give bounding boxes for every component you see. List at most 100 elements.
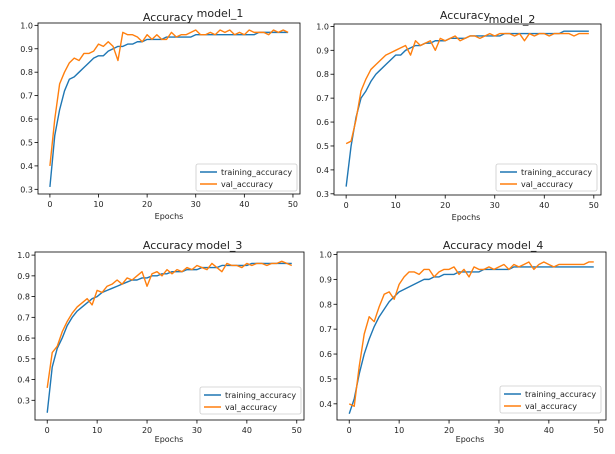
series-line-val	[345, 32, 589, 145]
legend-box	[499, 385, 602, 414]
y-tick-label: 0.8	[319, 300, 332, 309]
y-tick-label: 0.5	[20, 138, 33, 147]
y-tick-label: 0.4	[20, 162, 33, 171]
model-label: model_4	[497, 239, 544, 252]
y-tick-label: 1.0	[316, 22, 329, 31]
y-tick-label: 0.6	[316, 118, 329, 127]
legend-box	[495, 163, 598, 192]
y-tick-label: 0.3	[316, 190, 329, 199]
plot-area: 0 10 20 30 40 50 0.3 0.4 0.5 0.6 0.7 0.8 0.9 1.0	[20, 21, 298, 209]
legend-label-training: training_accuracy	[525, 390, 596, 399]
y-tick-label: 0.6	[20, 115, 33, 124]
y-tick-label: 0.7	[319, 325, 332, 334]
chart-title: Accuracy	[440, 9, 491, 22]
y-tick-label: 0.6	[319, 350, 332, 359]
x-tick-label: 20	[142, 426, 152, 435]
x-axis-label: Epochs	[155, 435, 184, 444]
y-tick-label: 0.8	[20, 68, 33, 77]
plot-frame	[37, 22, 301, 195]
y-tick-label: 0.9	[17, 272, 30, 281]
panel-model-2: Accuracy model_2 0 10 20 30 40 50 0.3 0.4 0.5 0.6…	[316, 9, 602, 222]
x-tick-label: 50	[589, 201, 599, 210]
series-line-training	[345, 30, 589, 187]
y-tick-label: 0.5	[316, 142, 329, 151]
legend-label-val: val_accuracy	[525, 402, 577, 411]
y-tick-label: 0.9	[316, 46, 329, 55]
legend-box	[195, 163, 298, 192]
x-tick-label: 40	[544, 426, 554, 435]
plot-frame	[34, 251, 305, 421]
chart-title: Accuracy	[143, 11, 194, 24]
y-tick-label: 1.0	[20, 21, 33, 30]
chart-title: Accuracy	[143, 239, 194, 252]
chart-title: Accuracy	[443, 239, 494, 252]
y-tick-label: 0.9	[319, 275, 332, 284]
y-tick-label: 0.3	[20, 185, 33, 194]
panel-model-1: Accuracy model_1 0 10 20 30 40 50 0.3 0.4 0.5 0.6…	[20, 7, 301, 221]
y-tick-label: 0.9	[20, 45, 33, 54]
plot-area: 0 10 20 30 40 50 0.4 0.5 0.6 0.7 0.8 0.9 1.0	[319, 250, 604, 435]
x-tick-label: 20	[444, 426, 454, 435]
legend: training_accuracy val_accuracy	[199, 386, 302, 415]
y-tick-label: 0.3	[17, 396, 30, 405]
x-tick-label: 50	[292, 426, 302, 435]
x-tick-label: 40	[539, 201, 549, 210]
x-tick-label: 10	[391, 201, 401, 210]
y-tick-label: 0.8	[17, 293, 30, 302]
y-tick-label: 1.0	[17, 251, 30, 260]
model-label: model_1	[197, 7, 244, 20]
y-tick-label: 0.8	[316, 70, 329, 79]
y-tick-label: 0.7	[20, 92, 33, 101]
series-line-val	[46, 260, 293, 388]
plot-area: 0 10 20 30 40 50 0.3 0.4 0.5 0.6 0.7 0.8 0.9 1.0	[17, 251, 302, 435]
x-axis-label: Epochs	[155, 212, 184, 221]
plot-area: 0 10 20 30 40 50 0.3 0.4 0.5 0.6 0.7 0.8 0.9 1.0	[316, 22, 599, 210]
x-tick-label: 50	[594, 426, 604, 435]
legend-label-training: training_accuracy	[221, 168, 292, 177]
legend: training_accuracy val_accuracy	[495, 163, 598, 192]
y-tick-label: 0.4	[319, 400, 332, 409]
legend: training_accuracy val_accuracy	[499, 385, 602, 414]
legend-box	[199, 386, 302, 415]
x-tick-label: 40	[242, 426, 252, 435]
legend-label-training: training_accuracy	[521, 168, 592, 177]
y-tick-label: 1.0	[319, 250, 332, 259]
legend-label-val: val_accuracy	[225, 403, 277, 412]
x-tick-label: 0	[344, 201, 349, 210]
model-label: model_3	[196, 239, 243, 252]
x-axis-label: Epochs	[456, 435, 485, 444]
series-line-val	[49, 29, 289, 166]
panel-model-3: Accuracy model_3 0 10 20 30 40 50 0.3 0.4 0.5 0.6…	[17, 239, 305, 444]
y-tick-label: 0.7	[17, 313, 30, 322]
legend-label-training: training_accuracy	[225, 391, 296, 400]
y-tick-label: 0.4	[316, 166, 329, 175]
x-tick-label: 10	[394, 426, 404, 435]
x-tick-label: 30	[494, 426, 504, 435]
x-tick-label: 10	[93, 200, 103, 209]
x-tick-label: 20	[440, 201, 450, 210]
plot-frame	[333, 23, 602, 196]
series-line-training	[46, 262, 292, 413]
x-tick-label: 30	[191, 200, 201, 209]
panel-model-4: Accuracy model_4 0 10 20 30 40 50 0.4 0.5 0.6 0.7…	[319, 239, 607, 444]
legend: training_accuracy val_accuracy	[195, 163, 298, 192]
y-tick-label: 0.7	[316, 94, 329, 103]
plot-frame	[336, 251, 607, 421]
x-tick-label: 0	[347, 426, 352, 435]
series-line-val	[348, 261, 594, 408]
y-tick-label: 0.5	[319, 375, 332, 384]
x-tick-label: 10	[92, 426, 102, 435]
legend-label-val: val_accuracy	[221, 180, 273, 189]
legend-label-val: val_accuracy	[521, 180, 573, 189]
x-tick-label: 0	[45, 426, 50, 435]
x-tick-label: 20	[142, 200, 152, 209]
y-tick-label: 0.5	[17, 355, 30, 364]
x-tick-label: 50	[288, 200, 298, 209]
x-axis-label: Epochs	[452, 213, 481, 222]
y-tick-label: 0.6	[17, 334, 30, 343]
y-tick-label: 0.4	[17, 376, 30, 385]
model-label: model_2	[489, 13, 536, 26]
x-tick-label: 30	[490, 201, 500, 210]
x-tick-label: 30	[192, 426, 202, 435]
